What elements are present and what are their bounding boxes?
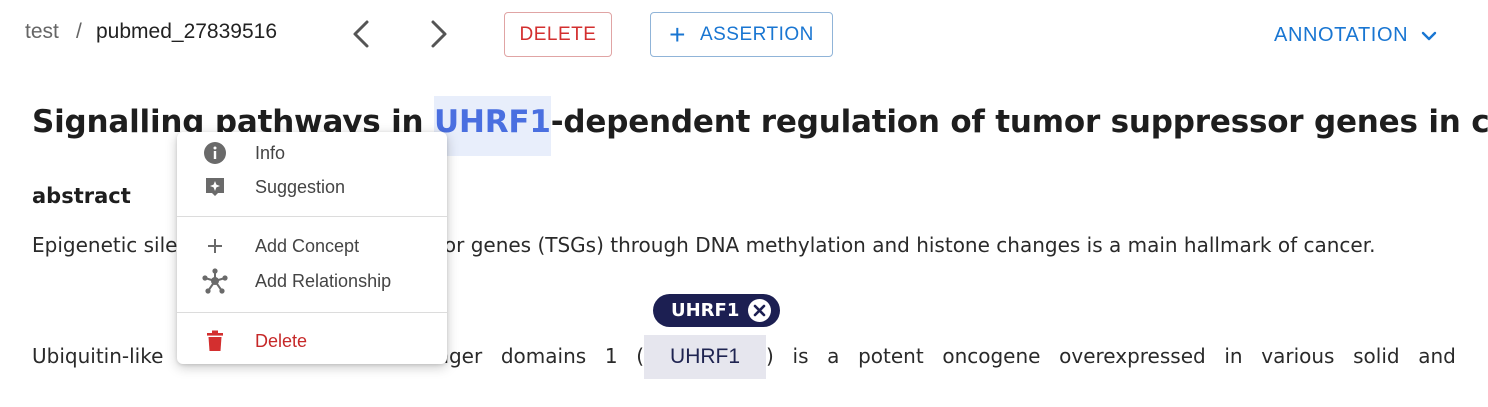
- chevron-right-icon: [431, 20, 447, 48]
- para2-word: solid: [1353, 344, 1400, 368]
- info-icon: [202, 140, 228, 166]
- menu-item-label: Add Relationship: [255, 270, 392, 291]
- relationship-icon: [202, 268, 228, 294]
- breadcrumb-root[interactable]: test: [25, 20, 59, 43]
- annotation-dropdown[interactable]: ANNOTATION: [1274, 24, 1438, 47]
- para2-word: potent: [858, 344, 924, 368]
- para2-word: Ubiquitin-like: [32, 344, 164, 368]
- menu-item-label: Add Concept: [255, 235, 360, 256]
- menu-divider: [177, 312, 447, 313]
- document-title: Signalling pathways in UHRF1-dependent r…: [32, 96, 1488, 156]
- para2-word: a: [827, 344, 840, 368]
- close-icon[interactable]: [748, 299, 771, 322]
- abstract-paragraph-1: Epigenetic sile sor genes (TSGs) through …: [32, 233, 1375, 257]
- para1-text-right: sor genes (TSGs) through DNA methylation…: [433, 233, 1376, 257]
- menu-divider: [177, 216, 447, 217]
- delete-button[interactable]: DELETE: [504, 12, 612, 57]
- menu-item-label: Info: [255, 142, 286, 163]
- plus-icon: [202, 233, 228, 259]
- para2-word: oncogene: [942, 344, 1041, 368]
- section-heading: abstract: [32, 184, 131, 208]
- para2-word: domains: [500, 344, 587, 368]
- title-text-after: -dependent regulation of tumor suppresso…: [550, 104, 1488, 140]
- annotation-dropdown-label: ANNOTATION: [1274, 24, 1409, 46]
- menu-item-add-relationship[interactable]: Add Relationship: [177, 264, 447, 298]
- chevron-down-icon: [1421, 31, 1437, 40]
- para2-close-paren: ): [766, 344, 774, 368]
- para2-word: in: [1224, 344, 1243, 368]
- menu-item-info[interactable]: Info: [177, 136, 447, 170]
- para2-word: various: [1261, 344, 1335, 368]
- chevron-left-icon: [353, 20, 369, 48]
- para2-open-paren: (: [636, 344, 645, 368]
- previous-document-button[interactable]: [344, 16, 380, 52]
- para2-word: overexpressed: [1059, 344, 1206, 368]
- plus-icon: +: [669, 18, 686, 50]
- menu-item-label: Suggestion: [255, 176, 346, 197]
- menu-item-suggestion[interactable]: Suggestion: [177, 170, 447, 204]
- next-document-button[interactable]: [421, 16, 457, 52]
- para2-word: and: [1418, 344, 1456, 368]
- suggestion-icon: [202, 174, 228, 200]
- breadcrumb-separator: /: [76, 20, 82, 43]
- breadcrumb-document: pubmed_27839516: [96, 20, 278, 43]
- add-assertion-label: ASSERTION: [699, 23, 814, 45]
- para2-word: is: [792, 344, 809, 368]
- inline-entity-mention[interactable]: UHRF1: [644, 335, 767, 379]
- menu-item-add-concept[interactable]: Add Concept: [177, 229, 447, 263]
- menu-item-label: Delete: [255, 330, 308, 351]
- entity-chip[interactable]: UHRF1: [653, 294, 780, 327]
- trash-icon: [202, 328, 228, 354]
- add-assertion-button[interactable]: + ASSERTION: [650, 12, 833, 57]
- para2-word: 1: [604, 344, 618, 368]
- para1-text-left: Epigenetic sile: [32, 233, 178, 257]
- abstract-paragraph-2: Ubiquitin-like inger domains 1 (UHRF1) i…: [32, 335, 1456, 379]
- menu-item-delete[interactable]: Delete: [177, 324, 447, 358]
- toolbar: test / pubmed_27839516 DELETE + ASSERTIO…: [0, 0, 1488, 70]
- title-entity-highlight[interactable]: UHRF1: [434, 96, 551, 156]
- entity-chip-label: UHRF1: [671, 300, 740, 321]
- delete-button-label: DELETE: [519, 23, 597, 45]
- context-menu: Info Suggestion Add Concept Add Relation…: [177, 132, 447, 364]
- para2-entity-group: (UHRF1): [636, 335, 774, 379]
